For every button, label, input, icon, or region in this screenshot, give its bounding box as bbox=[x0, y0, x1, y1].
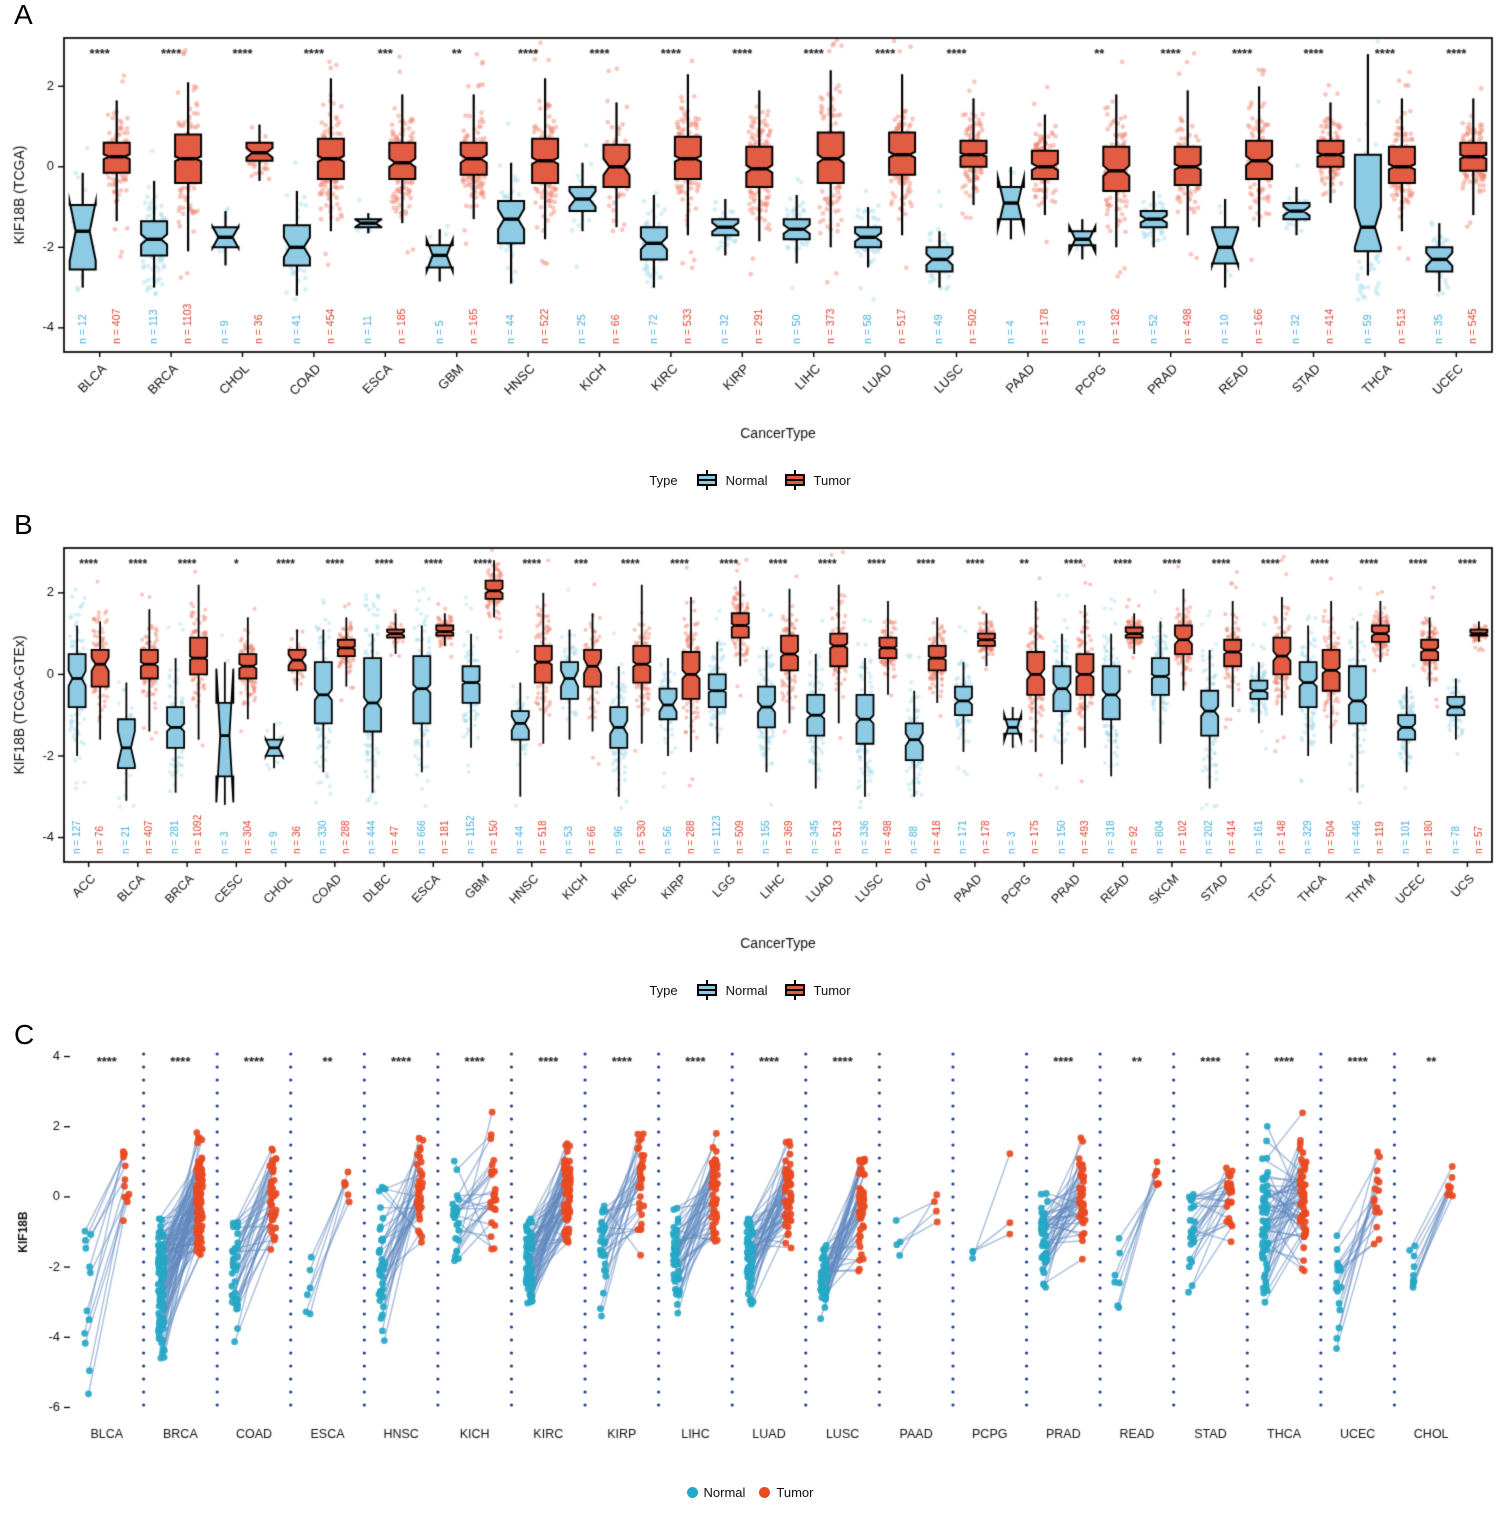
normal-boxplot-icon bbox=[696, 470, 717, 490]
panel-a-legend-tumor-label: Tumor bbox=[813, 472, 851, 488]
tumor-boxplot-icon bbox=[784, 980, 805, 1000]
panel-b-legend-title: Type bbox=[649, 982, 678, 998]
panel-b-legend-tumor: Tumor bbox=[782, 979, 851, 1001]
normal-dot-icon bbox=[686, 1486, 698, 1498]
panel-c-paired-chart bbox=[0, 1020, 1500, 1472]
panel-a-legend-tumor: Tumor bbox=[782, 469, 851, 491]
tumor-boxplot-icon bbox=[784, 470, 805, 490]
panel-a-legend-title: Type bbox=[649, 472, 678, 488]
tumor-dot-icon bbox=[759, 1486, 771, 1498]
panel-c-legend-tumor: Tumor bbox=[759, 1485, 813, 1500]
normal-boxplot-icon bbox=[696, 980, 717, 1000]
panel-a-legend: Type Normal Tumor bbox=[0, 460, 1500, 500]
panel-b-legend: Type Normal Tumor bbox=[0, 970, 1500, 1010]
panel-b-legend-tumor-label: Tumor bbox=[813, 982, 851, 998]
panel-b-legend-normal: Normal bbox=[694, 979, 768, 1001]
panel-a: A Type Normal Tumor bbox=[0, 0, 1500, 500]
panel-b: B Type Normal Tumor bbox=[0, 510, 1500, 1010]
panel-c-legend-normal-label: Normal bbox=[703, 1484, 746, 1500]
panel-a-letter: A bbox=[14, 0, 33, 30]
panel-a-legend-normal-label: Normal bbox=[725, 472, 768, 488]
panel-b-boxplot-chart bbox=[0, 510, 1500, 970]
panel-c: C Normal Tumor bbox=[0, 1020, 1500, 1512]
panel-b-legend-normal-label: Normal bbox=[725, 982, 768, 998]
panel-a-legend-normal: Normal bbox=[694, 469, 768, 491]
panel-c-legend-normal: Normal bbox=[686, 1484, 746, 1500]
panel-a-boxplot-chart bbox=[0, 0, 1500, 460]
panel-c-letter: C bbox=[14, 1019, 35, 1050]
panel-b-letter: B bbox=[14, 509, 33, 540]
panel-c-legend: Normal Tumor bbox=[0, 1472, 1500, 1512]
panel-c-legend-tumor-label: Tumor bbox=[776, 1484, 814, 1500]
